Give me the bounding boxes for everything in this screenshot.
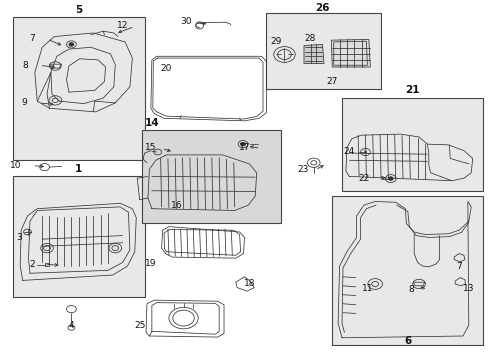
Text: 8: 8 <box>407 285 413 294</box>
Text: 10: 10 <box>10 161 21 170</box>
Text: 21: 21 <box>405 85 419 95</box>
Circle shape <box>387 177 392 180</box>
Text: 5: 5 <box>75 5 82 15</box>
Text: 23: 23 <box>297 165 308 174</box>
Text: 16: 16 <box>170 201 182 210</box>
Text: 26: 26 <box>315 3 329 13</box>
Circle shape <box>240 142 245 146</box>
Text: 24: 24 <box>343 147 354 156</box>
Bar <box>13 176 144 297</box>
Text: 27: 27 <box>326 77 337 86</box>
Text: 9: 9 <box>21 98 27 107</box>
Text: 30: 30 <box>180 17 191 26</box>
Bar <box>341 98 483 191</box>
Text: 22: 22 <box>358 174 369 183</box>
Text: 2: 2 <box>29 260 35 269</box>
Text: 28: 28 <box>304 34 315 43</box>
Text: 15: 15 <box>145 143 156 152</box>
Text: 29: 29 <box>270 37 281 46</box>
Polygon shape <box>304 44 324 63</box>
Bar <box>331 196 483 345</box>
Text: 6: 6 <box>404 336 410 346</box>
Bar <box>13 17 144 160</box>
Text: 14: 14 <box>144 118 159 128</box>
Text: 1: 1 <box>75 164 82 174</box>
Text: 7: 7 <box>455 262 461 271</box>
Text: 25: 25 <box>134 321 145 330</box>
Text: 17: 17 <box>238 143 250 152</box>
Text: 18: 18 <box>243 279 255 288</box>
Text: 4: 4 <box>68 321 74 330</box>
Text: 11: 11 <box>362 284 373 293</box>
Text: 19: 19 <box>145 259 156 268</box>
Text: 13: 13 <box>462 284 473 293</box>
Bar <box>142 130 281 223</box>
Text: 20: 20 <box>161 64 172 73</box>
Text: 12: 12 <box>117 21 128 30</box>
Text: 3: 3 <box>16 233 22 242</box>
Text: 7: 7 <box>29 34 35 43</box>
Bar <box>266 13 380 89</box>
Polygon shape <box>330 40 369 67</box>
Text: 8: 8 <box>22 61 28 70</box>
Circle shape <box>69 42 74 46</box>
